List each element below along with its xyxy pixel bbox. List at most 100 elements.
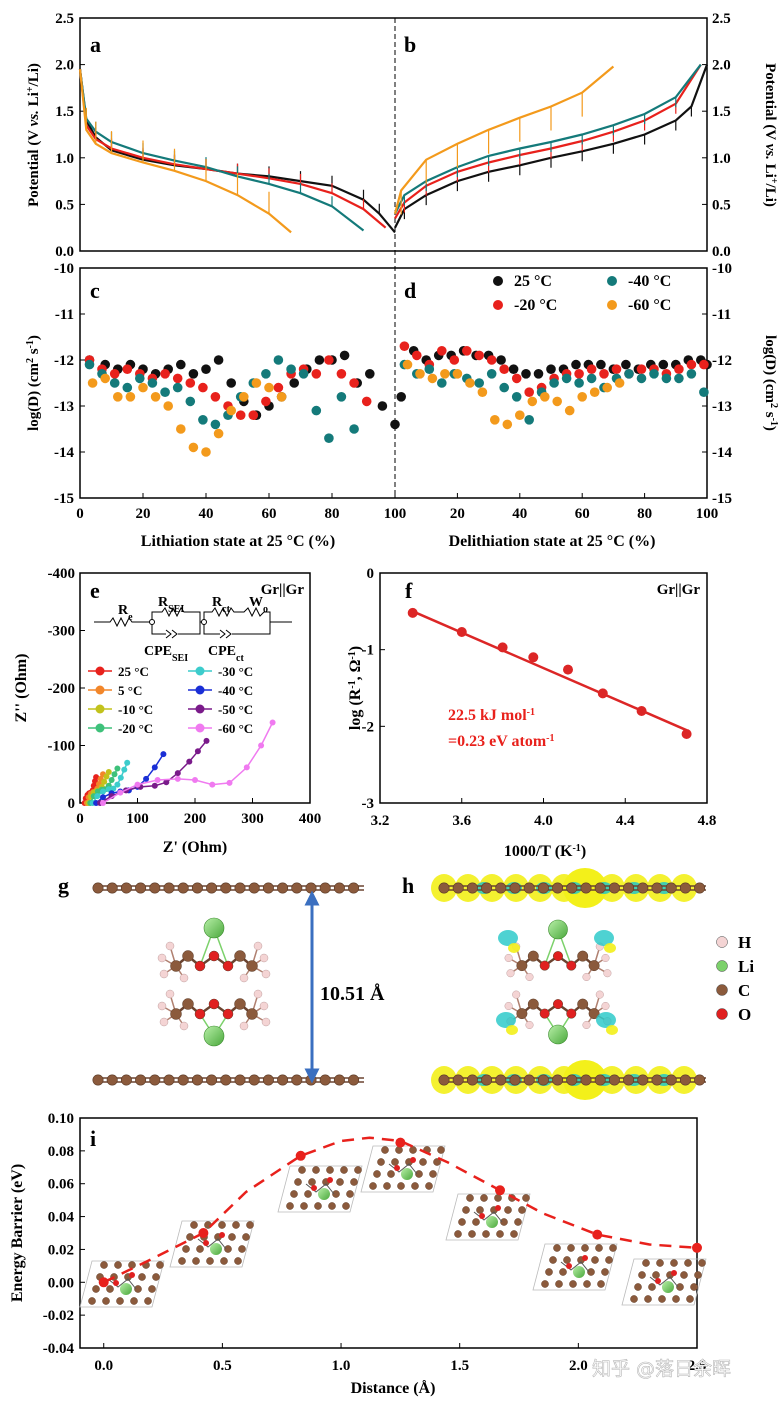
d-ylabel: log(D) (cm2 s-1) (762, 335, 780, 431)
data-point (226, 405, 236, 416)
data-point (586, 364, 597, 375)
carbon-atom (587, 1268, 595, 1276)
xtick-label: 20 (450, 506, 465, 522)
carbon-atom (665, 882, 677, 894)
carbon-atom (326, 1166, 334, 1174)
data-point (636, 373, 647, 384)
data-point (540, 392, 550, 402)
xtick-label: 200 (184, 811, 207, 827)
hydrogen-atom (159, 969, 169, 979)
carbon-atom (342, 1202, 350, 1210)
data-point (349, 424, 359, 434)
data-point (692, 1242, 702, 1253)
carbon-atom (527, 950, 539, 962)
eis-point (114, 765, 121, 772)
data-point (611, 364, 622, 375)
data-point (621, 359, 631, 370)
data-point (390, 419, 400, 430)
oxygen-atom (129, 1272, 135, 1278)
data-point (188, 369, 199, 379)
series-line (78, 69, 387, 229)
legend-atom (716, 1008, 728, 1020)
carbon-atom (588, 960, 600, 972)
data-point (440, 369, 450, 379)
carbon-atom (232, 1221, 240, 1229)
carbon-atom (438, 1074, 450, 1086)
carbon-atom (262, 1074, 274, 1086)
carbon-atom (481, 882, 493, 894)
panel-h: h H Li CO (402, 868, 754, 1100)
legend-label: -10 °C (118, 702, 153, 717)
legend-atom (716, 984, 728, 996)
carbon-atom (228, 1233, 236, 1241)
data-point (502, 419, 513, 430)
isosurface-lobe (596, 1012, 616, 1028)
panel-label-f: f (405, 578, 413, 603)
ytick-label: -15 (712, 491, 732, 507)
oxygen-atom (311, 1185, 317, 1191)
data-point (499, 382, 510, 393)
carbon-atom (425, 1182, 433, 1190)
ytick-label: -14 (54, 445, 74, 461)
data-point (273, 382, 284, 393)
data-point (564, 405, 575, 416)
carbon-atom (623, 1074, 635, 1086)
d-series (396, 341, 712, 430)
data-point (185, 396, 196, 407)
legend-atom (716, 960, 728, 972)
data-point (147, 378, 158, 388)
carbon-atom (102, 1297, 110, 1305)
hydrogen-atom (525, 972, 534, 982)
carbon-atom (433, 1158, 441, 1166)
cpe-symbol-sei (165, 629, 178, 639)
isosurface-lobe (604, 943, 616, 953)
carbon-atom (566, 1074, 578, 1086)
data-point (377, 401, 388, 411)
hydrogen-atom (157, 953, 167, 963)
ytick-label: 0.0 (712, 244, 731, 260)
carbon-atom (581, 1244, 589, 1252)
eis-point (151, 782, 158, 789)
data-point (592, 1229, 603, 1240)
label-re: Re (118, 603, 133, 623)
circuit-node (201, 619, 207, 625)
oxygen-atom (566, 1008, 577, 1019)
carbon-atom (348, 1074, 360, 1086)
ytick-label: -15 (54, 491, 74, 507)
data-point (150, 392, 161, 402)
carbon-atom (206, 1257, 214, 1265)
data-point (324, 355, 334, 365)
relaxation-spikes (85, 115, 365, 210)
hydrogen-atom (512, 990, 521, 999)
ytick-label: -14 (712, 445, 732, 461)
xtick-label: 80 (325, 506, 340, 522)
ytick-label: 2.0 (55, 58, 74, 74)
xtick-label: 4.4 (616, 813, 635, 829)
legend-marker (195, 723, 205, 733)
carbon-atom (346, 1190, 354, 1198)
data-point (674, 364, 684, 375)
carbon-atom (350, 1178, 358, 1186)
data-point (524, 387, 534, 398)
data-point (185, 378, 196, 388)
data-point (452, 369, 463, 379)
data-point (176, 424, 186, 434)
oxygen-atom (539, 960, 550, 971)
hydrogen-atom (239, 973, 249, 983)
hydrogen-atom (504, 953, 513, 963)
data-point (437, 378, 447, 388)
legend-label: -60 °C (218, 721, 253, 736)
i-xlabel: Distance (Å) (351, 1379, 436, 1397)
carbon-atom (191, 1074, 203, 1086)
carbon-atom (305, 1074, 317, 1086)
carbon-atom (495, 882, 507, 894)
carbon-atom (623, 882, 635, 894)
data-point (298, 369, 309, 379)
data-point (336, 369, 347, 379)
data-point (198, 415, 208, 425)
oxygen-atom (566, 1263, 572, 1269)
data-point (210, 392, 221, 402)
carbon-atom (242, 1233, 250, 1241)
isosurface-lobe (594, 930, 614, 946)
data-point (122, 364, 133, 375)
